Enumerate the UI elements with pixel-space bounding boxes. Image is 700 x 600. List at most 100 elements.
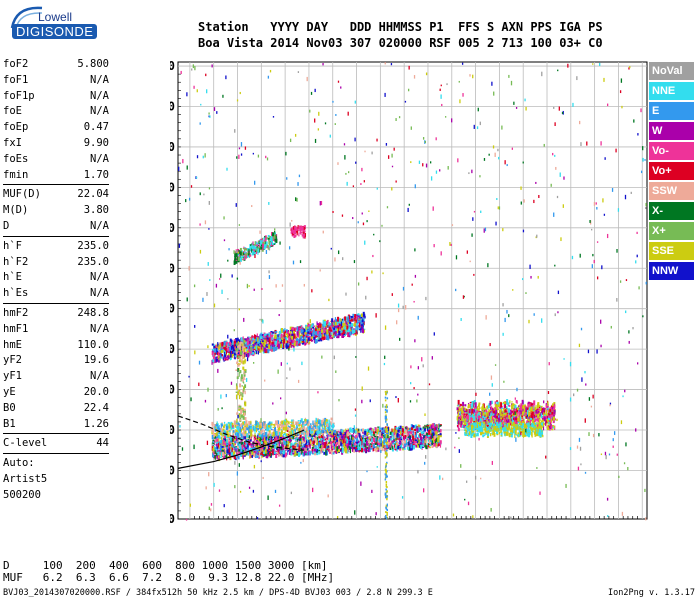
echo-point xyxy=(279,450,282,454)
echo-point xyxy=(334,450,336,453)
echo-point xyxy=(235,448,238,452)
echo-point xyxy=(316,436,318,441)
echo-point xyxy=(324,443,327,449)
echo-point xyxy=(437,437,440,443)
echo-point xyxy=(473,409,476,414)
echo-point xyxy=(305,430,308,433)
echo-point xyxy=(475,415,477,417)
echo-point xyxy=(294,428,296,434)
echo-point xyxy=(421,446,424,448)
echo-point xyxy=(501,424,503,427)
echo-point xyxy=(352,444,354,447)
echo-point xyxy=(537,409,540,412)
echo-point xyxy=(334,440,337,443)
echo-point xyxy=(300,418,303,423)
echo-point xyxy=(354,430,357,434)
echo-point xyxy=(508,432,511,438)
echo-point xyxy=(247,433,250,436)
echo-point xyxy=(506,413,508,415)
echo-point xyxy=(343,436,346,441)
echo-point xyxy=(427,443,430,445)
echo-point xyxy=(548,411,551,416)
echo-point xyxy=(434,439,437,445)
echo-point xyxy=(391,428,393,434)
echo-point xyxy=(304,451,307,454)
echo-point xyxy=(463,424,466,429)
echo-point xyxy=(369,443,372,446)
echo-point xyxy=(288,434,291,440)
echo-point xyxy=(537,415,540,419)
echo-point xyxy=(334,442,337,448)
echo-point xyxy=(297,451,300,457)
echo-point xyxy=(500,417,503,420)
echo-point xyxy=(322,421,324,424)
echo-point xyxy=(526,428,528,432)
echo-point xyxy=(370,445,373,448)
echo-point xyxy=(302,452,305,457)
echo-point xyxy=(381,433,384,437)
echo-point xyxy=(490,422,493,428)
echo-point xyxy=(513,415,515,418)
echo-point xyxy=(437,435,440,439)
param-value: 0.47 xyxy=(83,121,109,134)
echo-point xyxy=(213,427,215,432)
echo-point xyxy=(268,421,271,423)
echo-point xyxy=(247,434,249,437)
echo-point xyxy=(327,449,330,452)
echo-point xyxy=(509,417,512,421)
echo-point xyxy=(397,429,400,433)
echo-point xyxy=(301,432,304,435)
echo-point xyxy=(468,424,471,428)
echo-point xyxy=(506,424,509,428)
echo-point xyxy=(241,440,244,443)
echo-point xyxy=(270,435,272,440)
echo-point xyxy=(524,427,527,430)
echo-point xyxy=(536,431,538,434)
echo-point xyxy=(397,445,400,450)
echo-point xyxy=(497,419,499,424)
echo-point xyxy=(326,429,328,433)
echo-point xyxy=(316,450,318,452)
echo-point xyxy=(276,443,278,446)
parameter-panel: foF2 5.800 foF1 N/A foF1p N/A foE N/A foEp 0.47 fx… xyxy=(3,57,109,504)
echo-point xyxy=(534,418,537,422)
echo-point xyxy=(287,426,290,432)
echo-point xyxy=(286,423,289,426)
echo-point xyxy=(539,405,542,410)
echo-point xyxy=(338,445,340,449)
echo-point xyxy=(261,429,264,433)
echo-point xyxy=(370,439,373,443)
echo-point xyxy=(305,434,308,439)
echo-point xyxy=(242,443,245,447)
echo-point xyxy=(529,403,531,407)
echo-point xyxy=(311,446,314,452)
echo-point xyxy=(428,430,431,435)
echo-point xyxy=(407,429,410,432)
echo-point xyxy=(419,440,422,444)
echo-point xyxy=(504,413,507,416)
echo-point xyxy=(231,444,234,448)
echo-point xyxy=(360,438,362,442)
echo-point xyxy=(228,452,231,455)
echo-point xyxy=(255,423,258,428)
echo-point xyxy=(336,438,338,440)
echo-point xyxy=(506,403,509,406)
echo-point xyxy=(483,416,486,420)
echo-point xyxy=(225,423,228,427)
echo-point xyxy=(302,425,304,428)
echo-point xyxy=(516,434,518,437)
param-value: 22.4 xyxy=(83,401,109,414)
echo-point xyxy=(517,417,520,422)
echo-point xyxy=(282,426,285,431)
echo-point xyxy=(470,416,472,420)
echo-point xyxy=(515,418,518,421)
echo-point xyxy=(300,446,302,448)
echo-point xyxy=(283,432,286,435)
echo-point xyxy=(409,434,412,436)
echo-point xyxy=(475,419,477,424)
echo-point xyxy=(482,404,484,409)
echo-point xyxy=(527,415,530,417)
echo-point xyxy=(389,443,391,448)
echo-point xyxy=(281,435,284,438)
echo-point xyxy=(367,432,370,435)
